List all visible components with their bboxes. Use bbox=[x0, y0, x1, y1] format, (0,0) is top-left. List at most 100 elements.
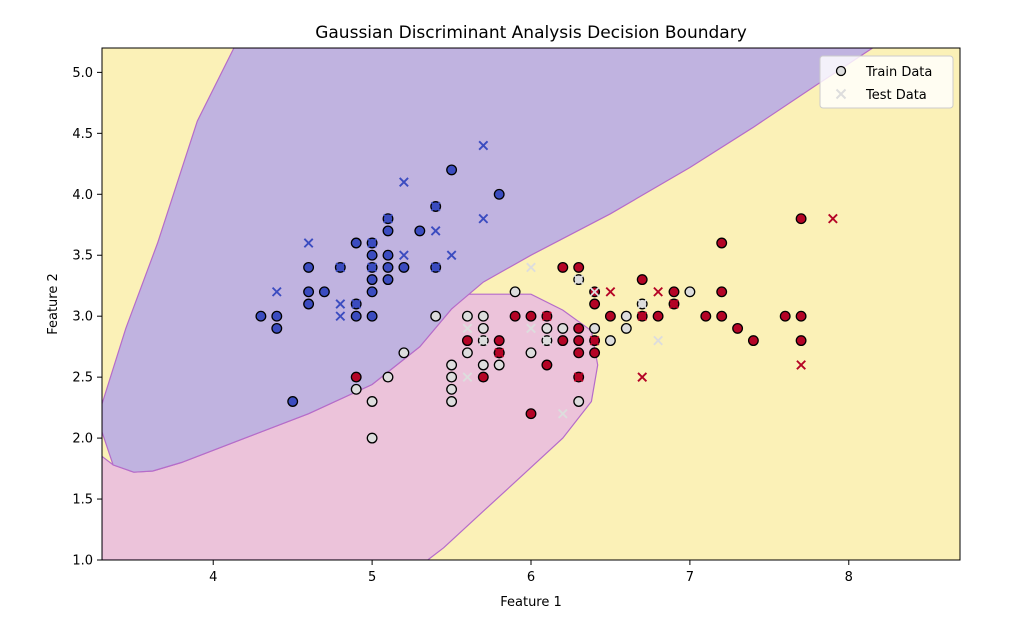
train-point bbox=[446, 383, 458, 395]
decision-region-class0 bbox=[102, 48, 874, 473]
legend-marker-train bbox=[835, 65, 847, 77]
train-point bbox=[477, 371, 489, 383]
train-point bbox=[461, 310, 473, 322]
train-point bbox=[525, 347, 537, 359]
test-point bbox=[589, 286, 600, 297]
train-point bbox=[573, 335, 585, 347]
train-point bbox=[366, 274, 378, 286]
train-point bbox=[795, 310, 807, 322]
train-point bbox=[732, 322, 744, 334]
train-point bbox=[477, 310, 489, 322]
train-point bbox=[525, 408, 537, 420]
train-point bbox=[430, 310, 442, 322]
test-point bbox=[335, 262, 346, 273]
test-point bbox=[303, 238, 314, 248]
train-point bbox=[573, 261, 585, 273]
train-point bbox=[271, 310, 283, 322]
legend-label-train: Train Data bbox=[865, 65, 932, 80]
train-point bbox=[589, 347, 601, 359]
train-point bbox=[303, 298, 315, 310]
test-point bbox=[653, 335, 663, 346]
x-tick-label: 5 bbox=[368, 570, 376, 585]
test-point bbox=[653, 286, 663, 297]
x-tick-label: 6 bbox=[527, 570, 535, 585]
train-point bbox=[620, 322, 632, 334]
train-point bbox=[779, 310, 791, 322]
train-point bbox=[795, 335, 807, 347]
test-point bbox=[399, 250, 409, 261]
legend-marker-test bbox=[835, 88, 847, 100]
train-point bbox=[446, 396, 458, 407]
train-point bbox=[493, 188, 505, 200]
train-point bbox=[366, 432, 378, 444]
y-tick-label: 2.5 bbox=[72, 371, 93, 386]
test-point bbox=[399, 177, 409, 187]
test-point bbox=[430, 225, 441, 236]
y-tick-label: 2.0 bbox=[72, 432, 93, 447]
train-point bbox=[382, 261, 394, 273]
test-point bbox=[494, 347, 505, 358]
train-point bbox=[525, 310, 537, 322]
train-point bbox=[509, 310, 521, 322]
train-point bbox=[318, 286, 330, 298]
test-point bbox=[637, 372, 648, 383]
y-tick-label: 3.5 bbox=[72, 249, 93, 264]
plot-area bbox=[102, 48, 960, 560]
train-point bbox=[382, 249, 394, 261]
test-point bbox=[367, 262, 377, 273]
test-point bbox=[367, 238, 377, 248]
x-axis-label: Feature 1 bbox=[500, 595, 562, 610]
train-point bbox=[382, 274, 394, 286]
test-point bbox=[637, 311, 648, 322]
test-point bbox=[478, 213, 489, 224]
train-point bbox=[493, 335, 505, 347]
train-point bbox=[684, 286, 696, 298]
test-point bbox=[271, 286, 282, 297]
x-tick-label: 8 bbox=[845, 570, 853, 585]
train-point bbox=[747, 335, 759, 347]
train-point bbox=[303, 286, 315, 298]
train-point bbox=[716, 237, 728, 249]
train-point bbox=[414, 225, 426, 237]
train-point bbox=[303, 261, 315, 273]
x-tick-label: 4 bbox=[209, 570, 217, 585]
x-axis: 4 5 6 7 8 bbox=[209, 560, 853, 585]
y-tick-label: 4.0 bbox=[72, 188, 93, 203]
train-point bbox=[493, 359, 505, 371]
train-point bbox=[271, 322, 283, 334]
points-layer bbox=[255, 140, 838, 444]
test-point bbox=[478, 335, 489, 346]
y-tick-label: 4.5 bbox=[72, 127, 93, 142]
train-point bbox=[287, 396, 299, 407]
x-tick-label: 7 bbox=[686, 570, 694, 585]
test-point bbox=[430, 201, 441, 212]
y-tick-label: 1.5 bbox=[72, 493, 93, 508]
train-point bbox=[366, 286, 378, 298]
legend-label-test: Test Data bbox=[865, 88, 927, 103]
train-point bbox=[668, 286, 680, 298]
test-point bbox=[335, 311, 346, 322]
test-point bbox=[828, 213, 838, 224]
train-point bbox=[398, 261, 410, 273]
train-point bbox=[557, 335, 569, 347]
train-point bbox=[382, 225, 394, 237]
train-point bbox=[573, 396, 585, 407]
train-point bbox=[382, 371, 394, 383]
y-axis-label: Feature 2 bbox=[46, 273, 61, 335]
train-point bbox=[541, 359, 553, 371]
legend: Train Data Test Data bbox=[819, 55, 954, 109]
test-point bbox=[605, 286, 616, 297]
train-point bbox=[589, 298, 601, 310]
train-point bbox=[350, 310, 362, 322]
train-point bbox=[461, 347, 473, 359]
test-point bbox=[573, 372, 584, 383]
test-point bbox=[669, 299, 679, 309]
train-point bbox=[366, 249, 378, 261]
test-point bbox=[589, 335, 600, 346]
y-tick-label: 1.0 bbox=[72, 554, 93, 569]
test-point bbox=[478, 140, 489, 151]
train-point bbox=[557, 261, 569, 273]
train-point bbox=[604, 310, 616, 322]
train-point bbox=[573, 347, 585, 359]
train-point bbox=[716, 286, 728, 298]
